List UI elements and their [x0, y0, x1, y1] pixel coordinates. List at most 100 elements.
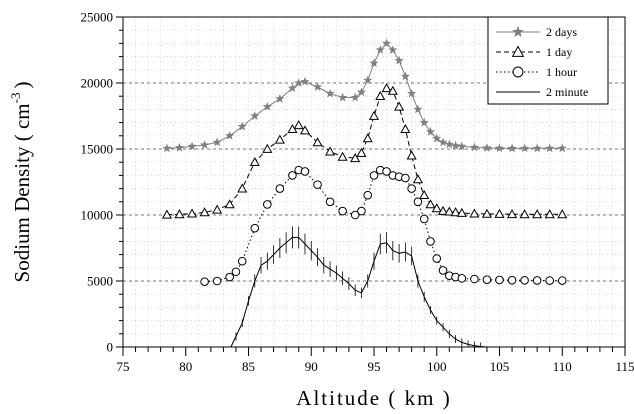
circle-marker [231, 267, 241, 277]
star-marker [457, 141, 467, 151]
circle-marker [369, 171, 379, 180]
star-marker [557, 143, 567, 153]
series-2-minute [230, 226, 563, 348]
circle-marker [401, 173, 410, 183]
triangle-marker [400, 123, 411, 134]
star-marker [444, 139, 454, 149]
triangle-marker [450, 207, 461, 217]
star-marker [187, 141, 197, 151]
triangle-marker [431, 203, 442, 213]
legend-item: 1 day [496, 45, 572, 59]
circle-marker [532, 276, 542, 285]
star-marker [312, 82, 323, 91]
series-2-days [162, 38, 567, 153]
triangle-marker [456, 207, 467, 217]
circle-marker [357, 206, 366, 216]
star-marker [419, 117, 429, 127]
legend-label: 1 hour [546, 65, 577, 79]
star-marker [482, 143, 492, 152]
circle-marker [325, 197, 335, 207]
series-1-hour [200, 165, 567, 286]
triangle-marker [274, 134, 285, 144]
circle-marker [250, 223, 260, 233]
triangle-marker [375, 90, 386, 101]
x-tick-label: 95 [368, 359, 381, 374]
triangle-marker [356, 147, 367, 157]
triangle-marker [481, 208, 492, 218]
triangle-marker [362, 133, 373, 143]
legend-item: 2 days [496, 25, 577, 39]
x-tick-label: 80 [179, 359, 192, 374]
star-marker [407, 88, 417, 98]
star-marker [532, 143, 542, 153]
star-marker [451, 140, 461, 150]
star-marker [262, 101, 272, 111]
star-marker [375, 45, 385, 54]
y-tick-label: 5000 [87, 274, 113, 289]
circle-marker [225, 272, 234, 282]
star-marker [300, 76, 310, 86]
star-marker [338, 92, 348, 102]
circle-marker [413, 197, 423, 207]
circle-marker [457, 274, 467, 283]
circle-marker [263, 200, 272, 209]
series-group [161, 38, 568, 348]
star-marker [212, 137, 222, 147]
circle-marker [482, 275, 492, 284]
x-tick-label: 100 [427, 359, 447, 374]
star-marker [400, 71, 410, 81]
triangle-marker [469, 208, 480, 218]
circle-marker [382, 167, 391, 176]
triangle-marker [381, 83, 392, 93]
star-marker [438, 137, 448, 147]
triangle-marker [337, 151, 348, 161]
circle-marker [212, 276, 222, 286]
circle-marker [338, 206, 347, 216]
triangle-marker [419, 189, 430, 200]
triangle-marker [511, 45, 525, 57]
star-marker [287, 83, 297, 93]
circle-marker [300, 167, 310, 176]
circle-marker [432, 254, 442, 263]
triangle-marker [174, 209, 185, 219]
star-marker [381, 38, 392, 48]
star-marker [200, 140, 210, 149]
triangle-marker [444, 206, 455, 216]
triangle-marker [186, 208, 198, 218]
series-line [230, 236, 563, 348]
triangle-marker [519, 209, 530, 219]
star-marker [356, 87, 367, 97]
star-marker [388, 45, 398, 54]
triangle-marker [425, 199, 436, 209]
circle-marker [557, 276, 567, 285]
circle-marker [426, 237, 435, 246]
y-axis-title: Sodium Density ( cm-3) [8, 82, 34, 283]
circle-marker [438, 266, 448, 275]
circle-marker [363, 190, 373, 200]
circle-marker [470, 274, 479, 284]
circle-marker [200, 277, 209, 286]
x-tick-label: 115 [615, 359, 634, 374]
star-marker [363, 75, 373, 85]
circle-marker [237, 256, 247, 266]
triangle-marker [544, 209, 555, 219]
star-marker [250, 111, 260, 120]
circle-marker [419, 214, 429, 224]
legend-label: 2 minute [546, 85, 588, 99]
triangle-marker [394, 101, 405, 111]
legend-item: 2 minute [496, 85, 588, 99]
star-marker [432, 133, 442, 143]
triangle-marker [494, 208, 505, 218]
triangle-marker [212, 204, 223, 214]
series-1-day [161, 83, 568, 219]
triangle-marker [262, 143, 273, 153]
triangle-marker [237, 183, 248, 193]
star-marker [469, 142, 479, 152]
triangle-marker [224, 199, 235, 209]
star-marker [275, 94, 285, 103]
triangle-marker [557, 209, 568, 219]
circle-marker [512, 66, 524, 78]
y-axis-title-close: ) [10, 82, 34, 89]
x-tick-label: 85 [242, 359, 255, 374]
triangle-marker [387, 85, 398, 95]
